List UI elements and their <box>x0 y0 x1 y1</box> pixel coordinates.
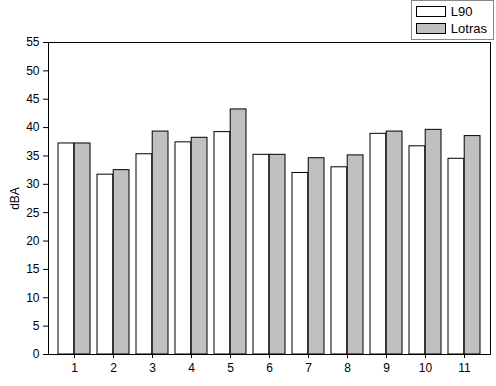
svg-text:30: 30 <box>26 177 40 191</box>
html-text:Lotras: Lotras <box>450 21 487 36</box>
svg-text:5: 5 <box>33 319 40 333</box>
svg-text:3: 3 <box>149 361 156 375</box>
svg-text:20: 20 <box>26 234 40 248</box>
svg-text:8: 8 <box>344 361 351 375</box>
svg-text:35: 35 <box>26 149 40 163</box>
svg-text:45: 45 <box>26 92 40 106</box>
svg-text:25: 25 <box>26 206 40 220</box>
svg-text:50: 50 <box>26 64 40 78</box>
svg-text:55: 55 <box>26 35 40 49</box>
svg-text:15: 15 <box>26 262 40 276</box>
svg-text:7: 7 <box>305 361 312 375</box>
svg-text:40: 40 <box>26 120 40 134</box>
svg-text:10: 10 <box>419 361 433 375</box>
svg-text:9: 9 <box>383 361 390 375</box>
svg-text:2: 2 <box>110 361 117 375</box>
svg-text:11: 11 <box>458 361 471 375</box>
svg-text:1: 1 <box>71 361 78 375</box>
svg-text:10: 10 <box>26 291 40 305</box>
svg-text:4: 4 <box>188 361 195 375</box>
html-text:L90: L90 <box>450 4 473 19</box>
svg-text:0: 0 <box>33 347 40 361</box>
svg-text:6: 6 <box>266 361 273 375</box>
svg-text:dBA: dBA <box>8 187 22 210</box>
svg-text:5: 5 <box>227 361 234 375</box>
